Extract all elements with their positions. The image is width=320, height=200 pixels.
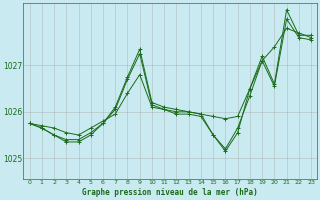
X-axis label: Graphe pression niveau de la mer (hPa): Graphe pression niveau de la mer (hPa) bbox=[83, 188, 258, 197]
